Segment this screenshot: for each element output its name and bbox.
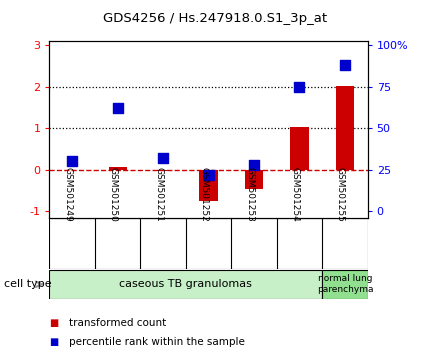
Text: GSM501249: GSM501249 — [63, 167, 72, 222]
Text: percentile rank within the sample: percentile rank within the sample — [69, 337, 245, 347]
Bar — [290, 127, 309, 170]
Bar — [200, 170, 218, 201]
Text: GSM501253: GSM501253 — [245, 167, 254, 222]
Bar — [322, 270, 368, 298]
Bar — [336, 86, 354, 170]
Text: ■: ■ — [49, 318, 59, 328]
Text: cell type: cell type — [4, 279, 52, 289]
Text: GDS4256 / Hs.247918.0.S1_3p_at: GDS4256 / Hs.247918.0.S1_3p_at — [103, 12, 327, 25]
Text: GSM501250: GSM501250 — [109, 167, 118, 222]
Point — [341, 62, 348, 68]
Point — [251, 162, 258, 168]
Point — [114, 105, 121, 111]
Point — [296, 84, 303, 89]
Text: caseous TB granulomas: caseous TB granulomas — [120, 279, 252, 289]
Bar — [245, 170, 263, 189]
Bar — [108, 167, 127, 170]
Text: GSM501252: GSM501252 — [200, 167, 209, 222]
Text: ■: ■ — [49, 337, 59, 347]
Point — [69, 159, 76, 164]
Point — [205, 172, 212, 178]
Bar — [49, 270, 322, 298]
Text: GSM501255: GSM501255 — [336, 167, 345, 222]
Text: GSM501251: GSM501251 — [154, 167, 163, 222]
Point — [160, 155, 166, 161]
Bar — [154, 170, 172, 171]
Text: transformed count: transformed count — [69, 318, 166, 328]
Text: normal lung
parenchyma: normal lung parenchyma — [316, 274, 373, 294]
Text: GSM501254: GSM501254 — [290, 167, 299, 222]
